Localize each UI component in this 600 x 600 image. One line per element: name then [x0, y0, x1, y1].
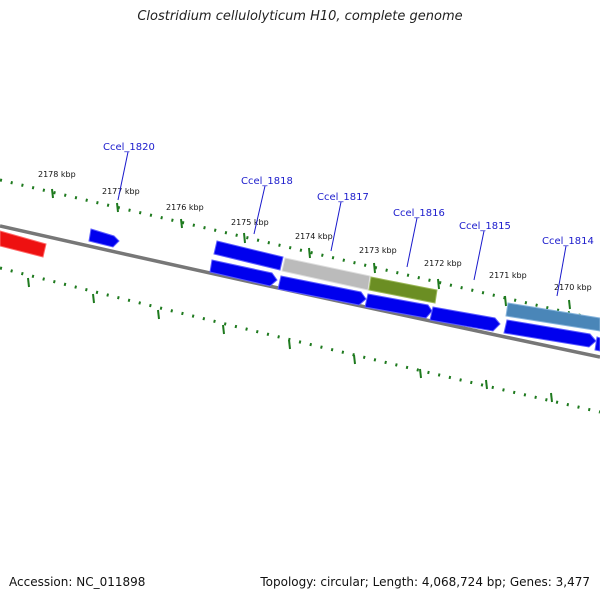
scale-label: 2175 kbp	[231, 218, 269, 227]
scale-track-outer	[0, 178, 600, 322]
scale-label: 2176 kbp	[166, 203, 204, 212]
leader-line	[556, 245, 567, 297]
tick-mark	[437, 278, 440, 290]
leader-line	[330, 201, 342, 252]
leader-line	[253, 185, 266, 235]
gene-block-ccel-1814[interactable]	[505, 302, 600, 332]
gene-label[interactable]: Ccel_1817	[317, 192, 369, 203]
gene-block-ccel-1816[interactable]	[368, 276, 438, 304]
gene-arrow-inner[interactable]	[277, 275, 367, 306]
gene-leader-lines	[117, 151, 567, 297]
tick-mark	[419, 368, 422, 379]
gene-label[interactable]: Ccel_1816	[393, 208, 445, 219]
tick-mark	[485, 379, 488, 390]
scale-label: 2174 kbp	[295, 232, 333, 241]
gene-block-ccel-1818[interactable]	[213, 240, 284, 271]
scale-ticks-inner	[27, 277, 553, 403]
gene-label[interactable]: Ccel_1818	[241, 176, 293, 187]
tick-mark	[353, 354, 356, 365]
tick-mark	[504, 295, 507, 307]
leader-line	[473, 230, 485, 281]
tick-mark	[222, 324, 225, 335]
gene-arrow-ccel-1820[interactable]	[88, 228, 120, 248]
scale-ticks-outer	[51, 188, 571, 310]
tick-mark	[27, 277, 30, 288]
tick-mark	[116, 202, 119, 213]
scale-label: 2171 kbp	[489, 271, 527, 280]
gene-block-ccel-1817[interactable]	[281, 257, 371, 291]
gene-arrow-inner[interactable]	[209, 259, 278, 287]
tick-mark	[288, 339, 291, 350]
rna-gene[interactable]	[0, 230, 47, 258]
accession-text: Accession: NC_011898	[9, 575, 146, 589]
tick-mark	[51, 188, 54, 199]
scale-label: 2170 kbp	[554, 283, 592, 292]
tick-mark	[180, 218, 183, 229]
tick-mark	[157, 309, 160, 320]
scale-label: 2172 kbp	[424, 259, 462, 268]
tick-mark	[308, 247, 311, 259]
map-title: Clostridium cellulolyticum H10, complete…	[137, 9, 463, 24]
gene-label[interactable]: Ccel_1814	[542, 236, 594, 247]
gene-arrow-inner[interactable]	[503, 319, 597, 348]
genome-info-text: Topology: circular; Length: 4,068,724 bp…	[260, 575, 590, 589]
tick-mark	[92, 293, 95, 304]
scale-track-inner	[0, 266, 600, 414]
scale-label: 2178 kbp	[38, 170, 76, 179]
tick-mark	[550, 392, 553, 403]
gene-arrow-inner[interactable]	[594, 336, 600, 352]
scale-label: 2173 kbp	[359, 246, 397, 255]
gene-label[interactable]: Ccel_1820	[103, 142, 155, 153]
gene-label[interactable]: Ccel_1815	[459, 221, 511, 232]
gene-arrow-inner[interactable]	[364, 293, 433, 319]
gene-arrow-inner[interactable]	[429, 306, 501, 332]
leader-line	[406, 217, 418, 268]
tick-mark	[568, 299, 571, 310]
tick-mark	[373, 262, 376, 274]
scale-label: 2177 kbp	[102, 187, 140, 196]
leader-line	[117, 151, 129, 201]
tick-mark	[243, 232, 246, 244]
